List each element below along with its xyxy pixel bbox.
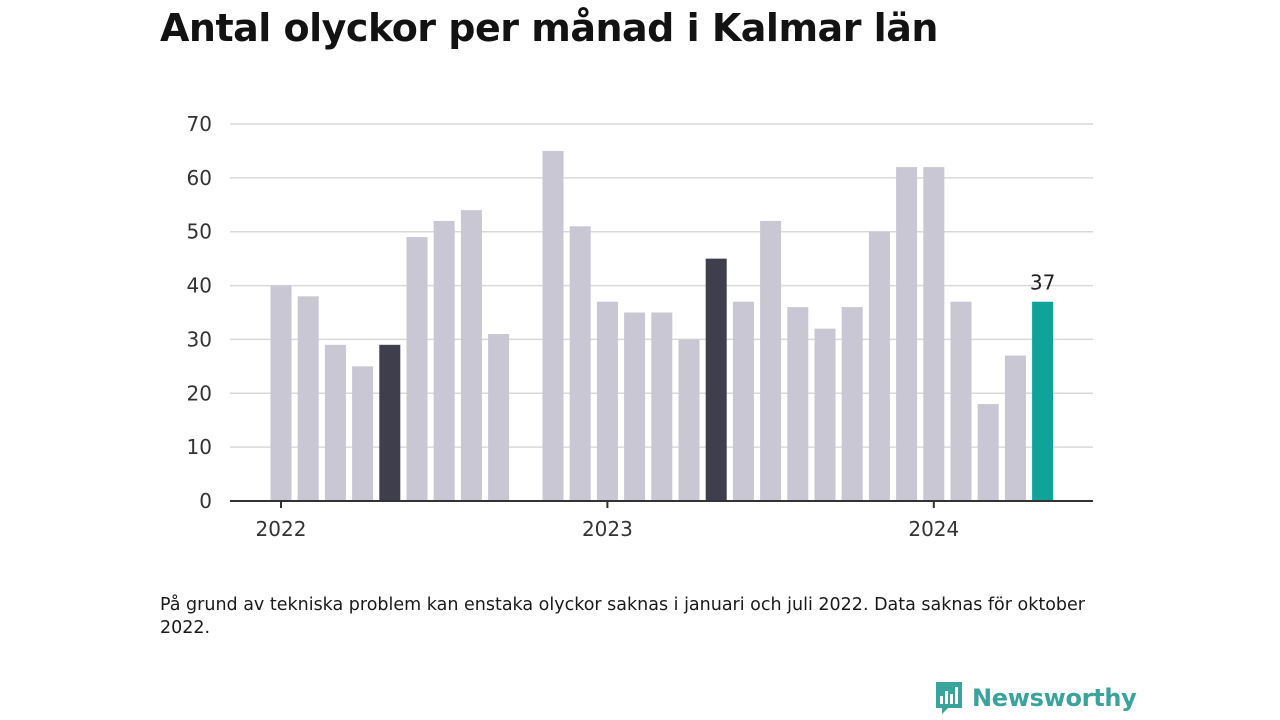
- newsworthy-logo-icon: [936, 682, 962, 714]
- y-axis-ticks: 0 10 20 30 40 50 60 70: [187, 112, 212, 513]
- bar-2023-12: [896, 167, 918, 502]
- bar-2023-11: [868, 231, 890, 501]
- x-tick-label-2023: 2023: [582, 517, 633, 541]
- bar-2022-02: [297, 296, 319, 501]
- bar-2022-09: [488, 334, 510, 501]
- data-label-2024-05: 37: [1030, 271, 1055, 295]
- x-tick-label-2022: 2022: [256, 517, 307, 541]
- bar-2023-01: [596, 301, 618, 501]
- bar-2023-08: [787, 307, 809, 501]
- bar-chart: 0 10 20 30 40 50 60 70 2022 2023 2024 37: [187, 112, 1093, 541]
- data-labels: 37: [1030, 271, 1055, 295]
- y-tick-label-30: 30: [187, 327, 212, 351]
- bar-2024-01: [923, 167, 945, 502]
- brand-name: Newsworthy: [972, 684, 1137, 712]
- bar-2024-02: [950, 301, 972, 501]
- bar-2022-11: [542, 150, 564, 501]
- bar-2023-06: [732, 301, 754, 501]
- bar-2022-06: [406, 237, 428, 501]
- footnote: På grund av tekniska problem kan enstaka…: [160, 595, 1085, 638]
- bar-2023-07: [760, 220, 782, 501]
- bar-2023-04: [678, 339, 700, 501]
- bar-2022-01: [270, 285, 292, 501]
- y-tick-label-10: 10: [187, 435, 212, 459]
- chart-title: Antal olyckor per månad i Kalmar län: [160, 6, 938, 50]
- bar-2023-03: [651, 312, 673, 501]
- y-tick-label-40: 40: [187, 274, 212, 298]
- y-tick-label-60: 60: [187, 166, 212, 190]
- y-tick-label-0: 0: [199, 489, 212, 513]
- y-tick-label-70: 70: [187, 112, 212, 136]
- bar-2022-07: [433, 220, 455, 501]
- bar-2024-04: [1004, 355, 1026, 501]
- bar-2022-08: [460, 210, 482, 501]
- bar-2024-03: [977, 404, 999, 501]
- bar-2022-04: [352, 366, 374, 501]
- bar-2023-05: [705, 258, 727, 501]
- y-tick-label-20: 20: [187, 381, 212, 405]
- bar-2022-03: [324, 344, 346, 501]
- bar-2022-12: [569, 226, 591, 502]
- bars: [270, 150, 1054, 502]
- brand-logo[interactable]: Newsworthy: [934, 680, 1137, 716]
- bar-2023-02: [624, 312, 646, 501]
- x-tick-label-2024: 2024: [908, 517, 959, 541]
- bar-2023-10: [841, 307, 863, 501]
- bar-2024-05: [1032, 301, 1054, 501]
- y-tick-label-50: 50: [187, 220, 212, 244]
- bar-2022-05: [379, 344, 401, 501]
- bar-2023-09: [814, 328, 836, 501]
- x-axis-ticks: 2022 2023 2024: [256, 501, 959, 541]
